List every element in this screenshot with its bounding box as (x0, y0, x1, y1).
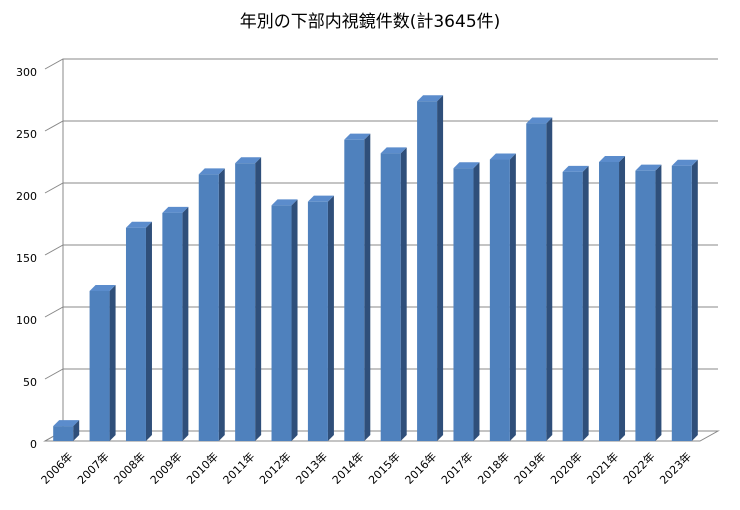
x-tick-label: 2007年 (74, 449, 111, 486)
bar-side (218, 168, 225, 441)
bar-side (145, 221, 152, 441)
bar-side (691, 159, 698, 441)
bar-side (437, 95, 444, 442)
bar (599, 162, 620, 441)
x-tick-label: 2013年 (293, 449, 330, 486)
bar-side (109, 284, 116, 441)
bar (453, 168, 474, 441)
chart-title: 年別の下部内視鏡件数(計3645件) (240, 12, 501, 32)
bar (344, 139, 365, 441)
bar-top (599, 156, 626, 162)
bar-top (453, 162, 480, 169)
bar-top (380, 147, 407, 154)
bar-top (635, 164, 662, 171)
y-tick-label: 200 (16, 190, 37, 203)
bar (162, 212, 183, 441)
bar-side (327, 195, 334, 441)
bar (198, 174, 219, 441)
bar-top (271, 199, 298, 206)
bar (489, 159, 510, 441)
x-tick-label: 2019年 (511, 449, 548, 486)
bar (417, 101, 438, 442)
bar-side (582, 165, 589, 442)
x-tick-label: 2022年 (620, 449, 657, 486)
bar (526, 123, 547, 441)
bar-side (400, 147, 407, 441)
bar (671, 165, 692, 441)
y-tick-label: 300 (16, 66, 37, 79)
bar (89, 290, 110, 441)
bar-top (53, 420, 80, 427)
bar-top (562, 165, 589, 172)
grid-line (44, 58, 718, 70)
bar-top (89, 284, 116, 291)
bar-top (307, 195, 334, 202)
x-tick-label: 2015年 (365, 449, 402, 486)
x-tick-label: 2017年 (438, 449, 475, 486)
bar-side (73, 420, 80, 441)
bar (235, 163, 256, 442)
y-tick-label: 0 (30, 438, 37, 451)
x-tick-label: 2018年 (475, 449, 512, 486)
bar-top (526, 117, 553, 124)
bar-top (162, 206, 189, 213)
grid-line (44, 120, 718, 132)
x-tick-label: 2021年 (584, 449, 621, 486)
bar-side (255, 157, 262, 442)
bar-side (182, 206, 189, 441)
x-tick-label: 2010年 (184, 449, 221, 486)
x-tick-label: 2020年 (547, 449, 584, 486)
bar-top (235, 157, 262, 164)
bar (635, 170, 656, 441)
bar-side (546, 117, 553, 441)
y-tick-label: 100 (16, 314, 37, 327)
bar-side (655, 164, 662, 441)
bar-side (619, 156, 626, 441)
bar-side (509, 153, 516, 441)
x-tick-label: 2016年 (402, 449, 439, 486)
bar (562, 171, 583, 442)
bar-top (125, 221, 152, 228)
y-tick-label: 150 (16, 252, 37, 265)
x-tick-label: 2014年 (329, 449, 366, 486)
y-tick-label: 50 (23, 376, 37, 389)
x-tick-label: 2023年 (657, 449, 694, 486)
bar-top (198, 168, 225, 175)
x-tick-label: 2012年 (256, 449, 293, 486)
bar-side (473, 162, 480, 441)
bar-side (291, 199, 298, 441)
x-tick-label: 2008年 (111, 449, 148, 486)
bar-top (671, 159, 698, 166)
x-tick-label: 2011年 (220, 449, 257, 486)
bar (53, 426, 74, 441)
y-tick-label: 250 (16, 128, 37, 141)
bar-side (364, 133, 371, 441)
bar-top (489, 153, 516, 160)
bar-top (417, 95, 444, 102)
x-tick-label: 2006年 (38, 449, 75, 486)
bar-top (344, 133, 371, 140)
bar (125, 227, 146, 441)
bar (307, 201, 328, 441)
bar (271, 205, 292, 441)
bar (380, 153, 401, 441)
x-tick-label: 2009年 (147, 449, 184, 486)
